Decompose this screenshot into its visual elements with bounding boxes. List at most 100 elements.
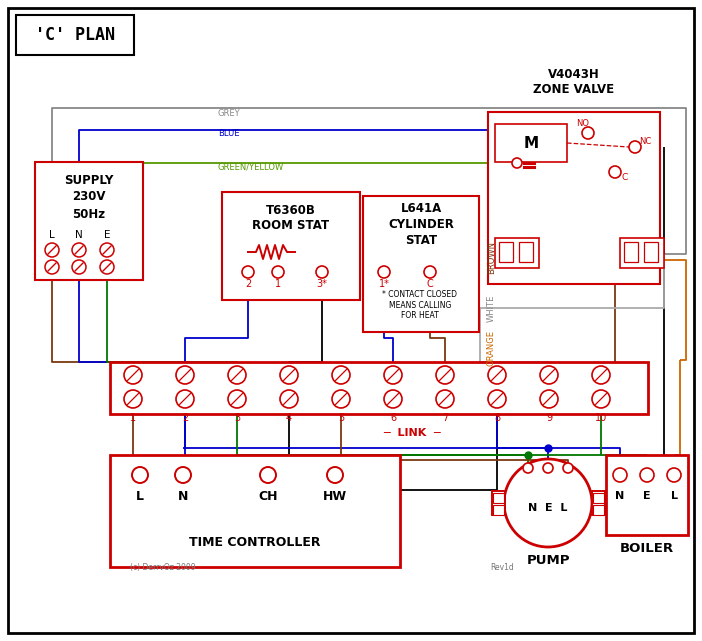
Circle shape (100, 260, 114, 274)
Circle shape (424, 266, 436, 278)
Text: WHITE: WHITE (487, 294, 496, 322)
Bar (35, 162, 143, 280)
Text: M: M (524, 135, 538, 151)
Circle shape (512, 158, 522, 168)
Text: BLUE: BLUE (218, 129, 239, 138)
Circle shape (228, 366, 246, 384)
Text: V4043H
ZONE VALVE: V4043H ZONE VALVE (534, 68, 614, 96)
Circle shape (176, 366, 194, 384)
Circle shape (613, 468, 627, 482)
Circle shape (242, 266, 254, 278)
Text: PUMP: PUMP (526, 553, 570, 567)
Circle shape (272, 266, 284, 278)
Circle shape (124, 390, 142, 408)
Circle shape (45, 243, 59, 257)
Bar (222, 192, 360, 300)
Circle shape (260, 467, 276, 483)
Circle shape (609, 166, 621, 178)
Bar (110, 455, 400, 567)
Circle shape (640, 468, 654, 482)
Text: NC: NC (639, 137, 651, 146)
Circle shape (45, 260, 59, 274)
Text: ORANGE: ORANGE (487, 330, 496, 366)
Bar (624, 242, 638, 262)
Text: C: C (622, 174, 628, 183)
Bar (593, 493, 604, 503)
Text: BOILER: BOILER (620, 542, 674, 554)
Text: TIME CONTROLLER: TIME CONTROLLER (190, 537, 321, 549)
Circle shape (667, 468, 681, 482)
Bar (492, 491, 505, 515)
Text: N: N (75, 230, 83, 240)
Circle shape (176, 390, 194, 408)
Bar (110, 362, 648, 414)
Circle shape (543, 463, 553, 473)
Circle shape (488, 390, 506, 408)
Text: N: N (616, 491, 625, 501)
Text: 8: 8 (494, 413, 500, 423)
Bar (495, 124, 567, 162)
Circle shape (332, 366, 350, 384)
Circle shape (592, 366, 610, 384)
Text: L: L (49, 230, 55, 240)
Circle shape (582, 127, 594, 139)
Bar (488, 112, 660, 284)
Circle shape (540, 366, 558, 384)
Circle shape (132, 467, 148, 483)
Text: * CONTACT CLOSED
MEANS CALLING
FOR HEAT: * CONTACT CLOSED MEANS CALLING FOR HEAT (383, 290, 458, 320)
Text: T6360B
ROOM STAT: T6360B ROOM STAT (253, 204, 329, 232)
Text: 6: 6 (390, 413, 396, 423)
Circle shape (228, 390, 246, 408)
Circle shape (523, 463, 533, 473)
Circle shape (378, 266, 390, 278)
Circle shape (488, 366, 506, 384)
Text: GREEN/YELLOW: GREEN/YELLOW (218, 163, 284, 172)
Circle shape (629, 141, 641, 153)
Bar (620, 238, 664, 268)
Circle shape (540, 390, 558, 408)
Bar (499, 242, 513, 262)
Text: 4: 4 (286, 413, 292, 423)
Bar (493, 493, 504, 503)
Circle shape (280, 366, 298, 384)
Text: L641A
CYLINDER
STAT: L641A CYLINDER STAT (388, 203, 454, 247)
Text: 'C' PLAN: 'C' PLAN (35, 26, 115, 44)
Circle shape (327, 467, 343, 483)
Text: 1: 1 (130, 413, 136, 423)
Circle shape (332, 390, 350, 408)
Text: N: N (178, 490, 188, 503)
Text: 10: 10 (595, 413, 607, 423)
Text: GREY: GREY (218, 108, 241, 117)
Circle shape (124, 366, 142, 384)
Text: N  E  L: N E L (529, 503, 568, 513)
Text: E: E (104, 230, 110, 240)
Bar (593, 505, 604, 515)
Text: (c) DerrvOz 2009: (c) DerrvOz 2009 (130, 563, 196, 572)
Text: 2: 2 (245, 279, 251, 289)
Text: 5: 5 (338, 413, 344, 423)
Text: SUPPLY
230V
50Hz: SUPPLY 230V 50Hz (65, 174, 114, 221)
Text: 3*: 3* (317, 279, 327, 289)
Circle shape (175, 467, 191, 483)
Circle shape (384, 366, 402, 384)
Text: 1*: 1* (378, 279, 390, 289)
Text: Rev1d: Rev1d (490, 563, 514, 572)
Circle shape (316, 266, 328, 278)
Bar (606, 455, 688, 535)
Text: HW: HW (323, 490, 347, 503)
Circle shape (504, 459, 592, 547)
Text: 7: 7 (442, 413, 448, 423)
Text: CH: CH (258, 490, 278, 503)
Text: 9: 9 (546, 413, 552, 423)
Circle shape (563, 463, 573, 473)
Circle shape (436, 366, 454, 384)
Circle shape (384, 390, 402, 408)
Text: BROWN: BROWN (487, 242, 496, 274)
Circle shape (280, 390, 298, 408)
Text: E: E (643, 491, 651, 501)
Text: 2: 2 (182, 413, 188, 423)
Circle shape (436, 390, 454, 408)
Bar (363, 196, 479, 332)
Text: L: L (670, 491, 677, 501)
Bar (644, 242, 658, 262)
